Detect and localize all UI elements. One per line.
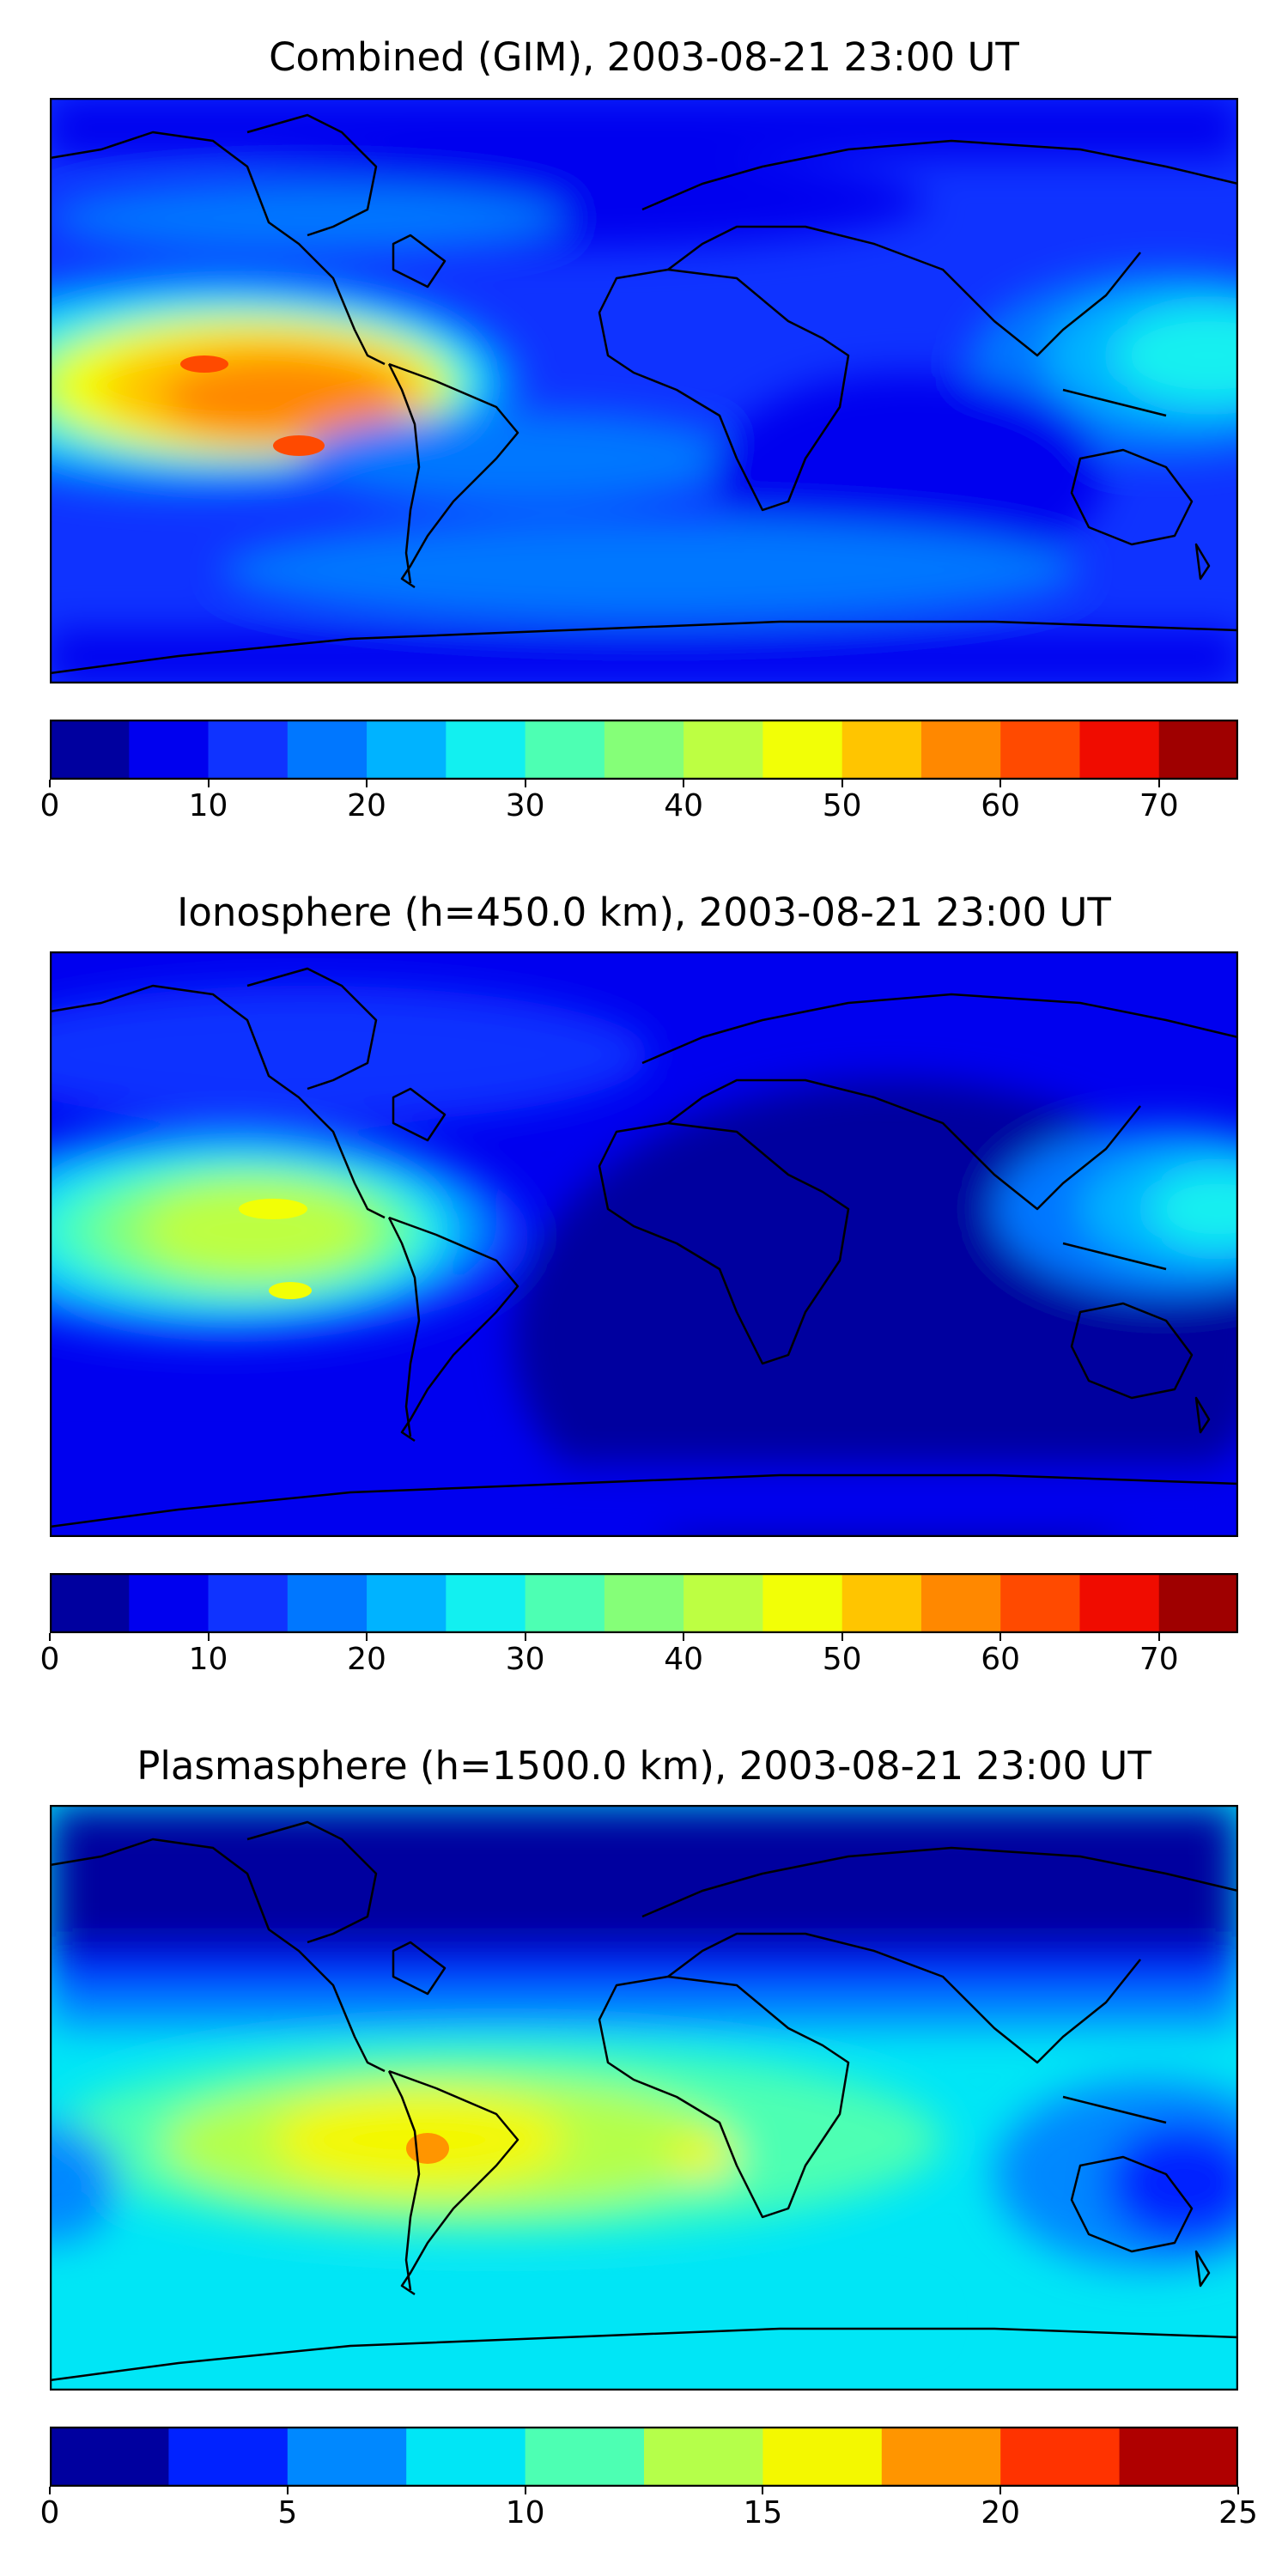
colorbar-frame — [50, 1573, 1238, 1633]
colorbar-tick-mark — [207, 1633, 210, 1641]
colorbar-segment — [1079, 1573, 1160, 1633]
colorbar-segment — [406, 2427, 526, 2487]
colorbar-tick-label: 20 — [347, 1642, 386, 1677]
colorbar-segment — [50, 1573, 130, 1633]
colorbar-tick-mark — [683, 1633, 685, 1641]
colorbar-segment — [446, 720, 526, 780]
colorbar-combined — [50, 720, 1238, 780]
colorbar-tick-label: 0 — [39, 788, 60, 823]
colorbar-tick-mark — [1157, 1633, 1160, 1641]
colorbar-segment — [762, 2427, 883, 2487]
colorbar-tick-label: 60 — [981, 788, 1021, 823]
colorbar-tick-mark — [762, 2487, 764, 2494]
map-combined — [50, 98, 1238, 683]
colorbar-tick-label: 30 — [505, 1642, 545, 1677]
colorbar-tick-mark — [683, 780, 685, 787]
chart-title-ionosphere: Ionosphere (h=450.0 km), 2003-08-21 23:0… — [177, 890, 1111, 935]
colorbar-segment — [446, 1573, 526, 1633]
colorbar-segment — [129, 720, 210, 780]
colorbar-segment — [841, 720, 922, 780]
colorbar-segment — [881, 2427, 1001, 2487]
colorbar-segment — [525, 1573, 605, 1633]
colorbar-segment — [1158, 720, 1238, 780]
colorbar-tick-mark — [524, 2487, 526, 2494]
colorbar-segment — [208, 720, 289, 780]
colorbar-segment — [129, 1573, 210, 1633]
colorbar-tick-label: 0 — [39, 2495, 60, 2530]
colorbar-tick-label: 40 — [664, 1642, 704, 1677]
colorbar-segment — [525, 720, 605, 780]
map-ionosphere — [50, 951, 1238, 1537]
colorbar-tick-label: 10 — [188, 1642, 228, 1677]
colorbar-tick-mark — [366, 780, 368, 787]
colorbar-tick-label: 70 — [1139, 788, 1179, 823]
colorbar-segment — [367, 1573, 447, 1633]
colorbar-tick-label: 10 — [505, 2495, 545, 2530]
colorbar-segment — [168, 2427, 289, 2487]
colorbar-tick-label: 20 — [347, 788, 386, 823]
colorbar-tick-mark — [524, 1633, 526, 1641]
colorbar-segment — [50, 720, 130, 780]
colorbar-segment — [1158, 1573, 1238, 1633]
colorbar-tick-mark — [49, 2487, 51, 2494]
colorbar-plasmasphere — [50, 2427, 1238, 2487]
chart-title-combined: Combined (GIM), 2003-08-21 23:00 UT — [269, 34, 1019, 80]
colorbar-segment — [1000, 2427, 1121, 2487]
colorbar-tick-label: 50 — [822, 1642, 862, 1677]
colorbar-segment — [841, 1573, 922, 1633]
colorbar-segment — [644, 2427, 763, 2487]
chart-title-plasmasphere: Plasmasphere (h=1500.0 km), 2003-08-21 2… — [137, 1743, 1151, 1789]
colorbar-tick-mark — [49, 780, 51, 787]
colorbar-frame — [50, 720, 1238, 780]
colorbar-tick-label: 25 — [1218, 2495, 1258, 2530]
colorbar-tick-label: 60 — [981, 1642, 1021, 1677]
colorbar-tick-mark — [49, 1633, 51, 1641]
colorbar-tick-mark — [524, 780, 526, 787]
colorbar-tick-label: 5 — [277, 2495, 298, 2530]
colorbar-segment — [525, 2427, 645, 2487]
colorbar-segment — [604, 720, 684, 780]
colorbar-ionosphere — [50, 1573, 1238, 1633]
colorbar-segment — [367, 720, 447, 780]
colorbar-segment — [287, 720, 368, 780]
colorbar-tick-mark — [999, 1633, 1002, 1641]
colorbar-segment — [1000, 720, 1081, 780]
colorbar-tick-mark — [207, 780, 210, 787]
colorbar-tick-mark — [1157, 780, 1160, 787]
colorbar-tick-mark — [1237, 2487, 1239, 2494]
colorbar-tick-mark — [999, 780, 1002, 787]
colorbar-tick-mark — [841, 780, 843, 787]
colorbar-frame — [50, 2427, 1238, 2487]
colorbar-tick-label: 10 — [188, 788, 228, 823]
colorbar-segment — [683, 1573, 763, 1633]
colorbar-segment — [50, 2427, 169, 2487]
colorbar-segment — [762, 720, 843, 780]
colorbar-tick-label: 20 — [981, 2495, 1021, 2530]
colorbar-tick-label: 70 — [1139, 1642, 1179, 1677]
colorbar-ticks-combined: 0 10 20 30 40 50 60 70 — [40, 780, 1238, 840]
colorbar-segment — [762, 1573, 843, 1633]
colorbar-ticks-plasmasphere: 0 5 10 15 20 25 — [40, 2487, 1258, 2547]
colorbar-segment — [604, 1573, 684, 1633]
colorbar-segment — [920, 1573, 1001, 1633]
colorbar-ticks-ionosphere: 0 10 20 30 40 50 60 70 — [40, 1633, 1238, 1693]
colorbar-tick-mark — [286, 2487, 289, 2494]
map-plasmasphere — [50, 1805, 1238, 2391]
colorbar-segment — [920, 720, 1001, 780]
colorbar-tick-label: 50 — [822, 788, 862, 823]
colorbar-segment — [1079, 720, 1160, 780]
colorbar-tick-mark — [999, 2487, 1002, 2494]
colorbar-segment — [287, 1573, 368, 1633]
colorbar-segment — [287, 2427, 407, 2487]
colorbar-segment — [683, 720, 763, 780]
colorbar-tick-mark — [841, 1633, 843, 1641]
colorbar-segment — [1000, 1573, 1081, 1633]
colorbar-segment — [1119, 2427, 1238, 2487]
colorbar-tick-label: 0 — [39, 1642, 60, 1677]
colorbar-tick-label: 30 — [505, 788, 545, 823]
colorbar-segment — [208, 1573, 289, 1633]
colorbar-tick-label: 40 — [664, 788, 704, 823]
colorbar-tick-mark — [366, 1633, 368, 1641]
colorbar-tick-label: 15 — [743, 2495, 783, 2530]
